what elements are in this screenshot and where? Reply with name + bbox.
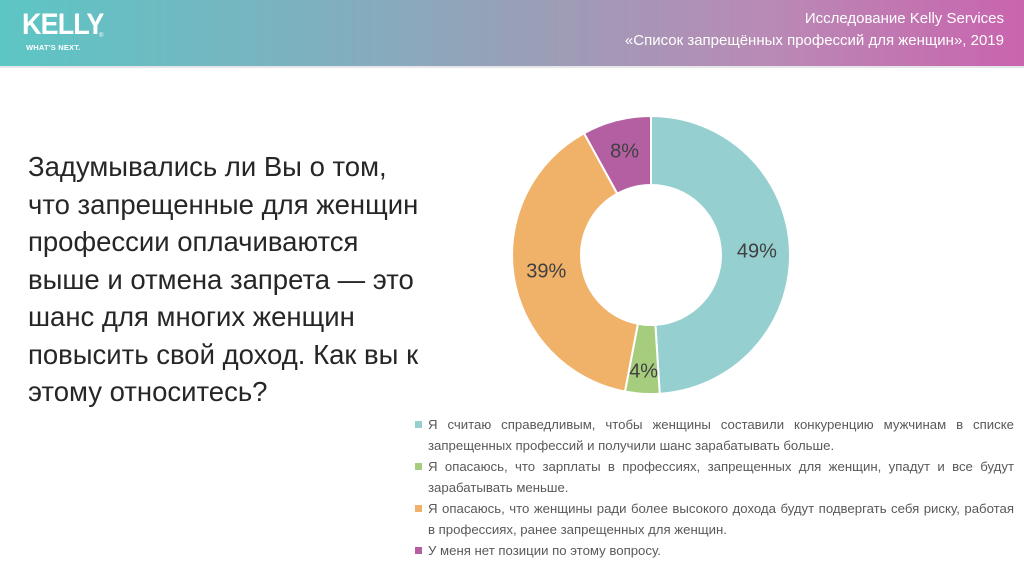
data-label: 8% [610,140,640,163]
legend-swatch-teal [415,421,422,428]
header-divider [0,66,1024,68]
legend-label: Я опасаюсь, что женщины ради более высок… [428,501,1014,537]
legend-swatch-green [415,463,422,470]
slice-orange [511,131,640,393]
logo-wordmark: KELLY [22,8,104,41]
legend-label: Я считаю справедливым, чтобы женщины сос… [428,417,1014,453]
legend-item: У меня нет позиции по этому вопросу. [414,540,1014,561]
chart-legend: Я считаю справедливым, чтобы женщины сос… [414,414,1014,561]
slice-purple [582,114,652,196]
study-title-line1: Исследование Kelly Services [804,10,1004,27]
data-label: 49% [736,240,777,263]
legend-label: У меня нет позиции по этому вопросу. [428,543,661,558]
legend-item: Я опасаюсь, что женщины ради более высок… [414,498,1014,540]
data-label: 4% [629,360,659,383]
header-banner: KELLY ® WHAT'S NEXT. Исследование Kelly … [0,0,1024,66]
logo-tagline: WHAT'S NEXT. [26,43,81,52]
data-label: 39% [526,260,567,283]
legend-swatch-orange [415,505,422,512]
logo-registered-mark: ® [99,33,104,39]
study-title-line2: «Список запрещённых профессий для женщин… [624,32,1004,49]
legend-label: Я опасаюсь, что зарплаты в профессиях, з… [428,459,1014,495]
legend-item: Я считаю справедливым, чтобы женщины сос… [414,414,1014,456]
legend-swatch-purple [415,547,422,554]
kelly-logo: KELLY ® WHAT'S NEXT. [22,8,113,53]
slice-teal [650,114,791,395]
legend-item: Я опасаюсь, что зарплаты в профессиях, з… [414,456,1014,498]
survey-question: Задумывались ли Вы о том, что запрещенны… [28,151,419,407]
study-title: Исследование Kelly Services «Список запр… [625,8,1004,52]
